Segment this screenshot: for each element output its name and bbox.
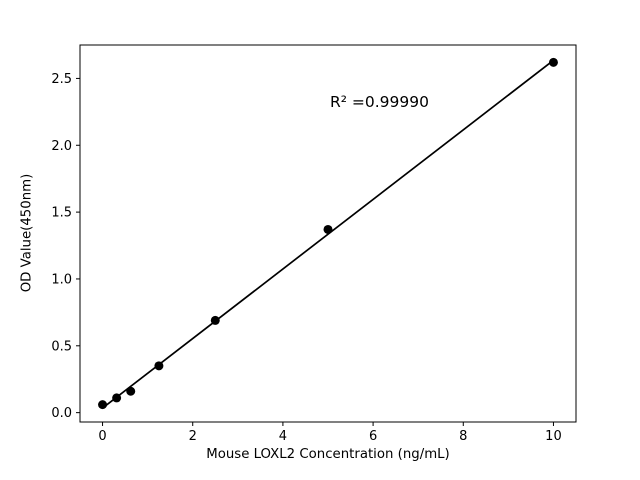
x-axis-label: Mouse LOXL2 Concentration (ng/mL) [206,447,450,462]
y-axis-label: OD Value(450nm) [19,173,35,293]
data-point [126,386,136,396]
x-tick-label: 6 [369,429,377,444]
y-tick-label: 0.5 [51,339,72,354]
y-tick-label: 1.5 [51,206,72,221]
fit-line [102,59,554,409]
y-tick-label: 2.0 [51,139,72,154]
x-tick-label: 4 [279,429,287,444]
plot-frame [79,44,577,423]
y-tick-label: 1.0 [51,272,72,287]
data-point [112,393,122,403]
y-tick-label: 2.5 [51,72,72,87]
data-point [210,315,220,325]
x-tick-label: 8 [459,429,467,444]
data-point [323,224,333,234]
x-tick-label: 0 [98,429,106,444]
x-tick-label: 2 [189,429,197,444]
data-point [98,400,108,410]
data-point [548,57,558,67]
y-tick-label: 0.0 [51,406,72,421]
r-squared-annotation: R² =0.99990 [330,93,429,111]
data-point [154,361,164,371]
x-tick-label: 10 [545,429,562,444]
